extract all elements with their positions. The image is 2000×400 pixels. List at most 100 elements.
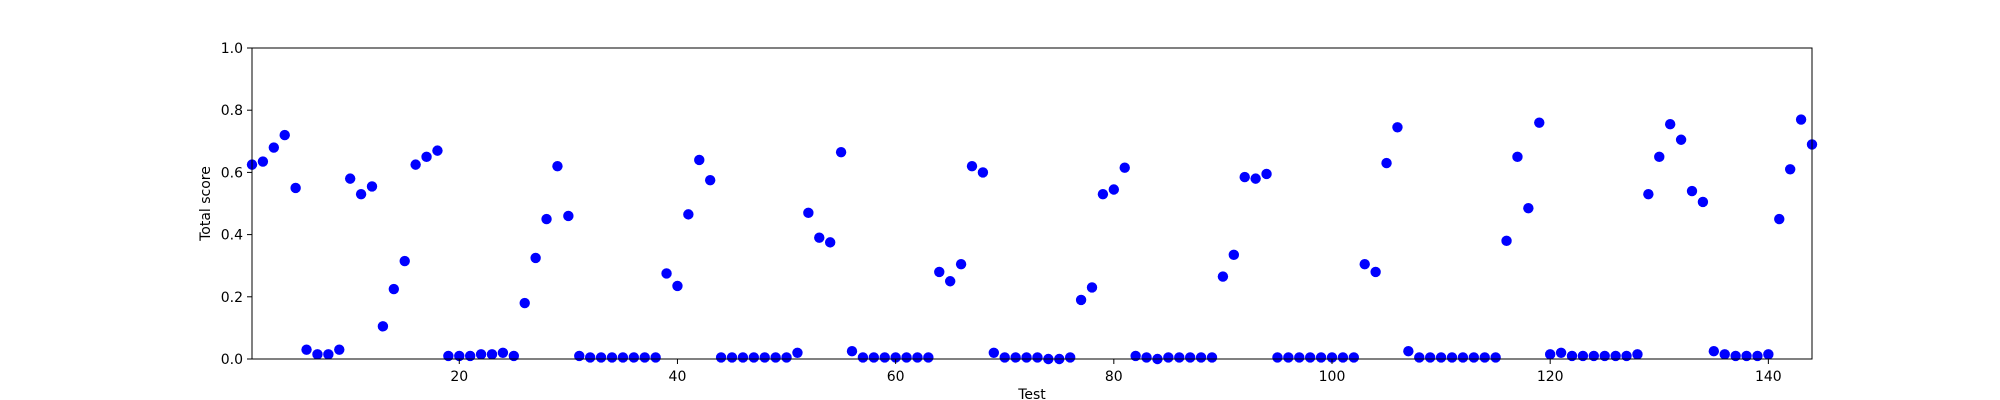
data-point <box>944 276 956 287</box>
data-point <box>1741 350 1752 362</box>
data-point <box>846 346 858 357</box>
y-tick-label: 0.6 <box>221 165 243 181</box>
data-point <box>595 352 607 363</box>
data-point <box>1752 350 1763 362</box>
data-point <box>1784 164 1796 175</box>
data-point <box>1217 271 1229 282</box>
data-point <box>443 350 454 362</box>
data-point <box>912 352 923 363</box>
data-point <box>1075 294 1087 306</box>
data-point <box>1108 184 1120 195</box>
data-point <box>955 258 967 270</box>
data-point <box>1283 352 1294 363</box>
x-axis-label: Test <box>1017 387 1046 400</box>
data-point <box>584 352 596 363</box>
data-point <box>377 321 389 332</box>
data-point <box>290 182 301 194</box>
data-point <box>1588 350 1600 362</box>
data-point <box>803 207 814 219</box>
data-point <box>748 352 760 363</box>
data-point <box>1086 282 1098 293</box>
axes-frame <box>251 47 1813 360</box>
data-point <box>683 209 694 220</box>
x-tick-label: 80 <box>1105 369 1123 385</box>
data-point <box>704 174 716 186</box>
data-point <box>672 280 683 292</box>
data-point <box>1577 350 1589 362</box>
data-point <box>1730 350 1741 362</box>
data-point <box>508 350 520 362</box>
data-point <box>737 352 749 363</box>
data-point <box>770 352 781 363</box>
data-point <box>530 252 541 264</box>
data-point <box>1064 352 1076 363</box>
data-point <box>1675 134 1687 145</box>
data-point <box>606 352 618 363</box>
data-point <box>1326 352 1338 363</box>
data-point <box>1119 162 1130 173</box>
y-axis-ticks: 0.0 0.2 0.4 0.6 0.8 1.0 <box>221 41 252 368</box>
data-point <box>1195 352 1207 363</box>
y-tick-label: 0.0 <box>221 352 243 368</box>
data-point <box>552 160 563 172</box>
y-tick-label: 0.4 <box>221 228 243 244</box>
data-point <box>988 347 1000 358</box>
data-point <box>1435 352 1447 363</box>
data-point <box>715 352 727 363</box>
data-point <box>694 154 705 166</box>
data-point <box>835 146 847 158</box>
data-point <box>628 352 640 363</box>
data-point <box>1664 118 1676 130</box>
data-point <box>519 297 530 309</box>
data-point <box>1457 352 1469 363</box>
x-tick-label: 140 <box>1755 369 1782 385</box>
data-point <box>323 349 334 360</box>
data-point <box>1174 352 1185 363</box>
data-point <box>1239 171 1250 183</box>
data-point <box>1403 346 1414 357</box>
data-point <box>868 352 880 363</box>
data-point <box>1632 349 1643 360</box>
data-point <box>355 188 367 200</box>
data-point <box>486 349 498 360</box>
data-point <box>1414 352 1425 363</box>
data-point <box>726 352 738 363</box>
data-point <box>1261 168 1272 180</box>
data-point <box>1381 157 1392 169</box>
data-point <box>1272 352 1283 363</box>
data-point <box>1795 114 1807 125</box>
data-point <box>399 255 410 267</box>
data-point <box>1130 350 1141 362</box>
data-point <box>541 213 552 225</box>
data-point <box>334 344 345 355</box>
data-point <box>1501 235 1512 247</box>
data-point <box>1010 352 1021 363</box>
data-point <box>1566 350 1578 362</box>
data-point <box>574 350 585 362</box>
data-point <box>563 210 574 222</box>
data-point <box>1424 352 1436 363</box>
data-point <box>1294 352 1305 363</box>
y-tick-label: 0.8 <box>221 103 243 119</box>
data-point <box>1304 352 1316 363</box>
data-point <box>1621 350 1632 362</box>
data-point <box>824 237 836 248</box>
data-point <box>1643 188 1654 200</box>
data-point <box>617 352 629 363</box>
data-point <box>1315 352 1327 363</box>
data-point <box>1523 202 1534 214</box>
data-point <box>1163 352 1174 363</box>
data-point <box>344 173 356 184</box>
data-point <box>279 129 290 141</box>
x-tick-label: 60 <box>887 369 905 385</box>
data-point <box>257 156 269 167</box>
data-point <box>1544 349 1556 360</box>
data-point <box>814 232 825 243</box>
y-axis-label: Total score <box>198 166 214 242</box>
data-point <box>1392 122 1403 133</box>
y-tick-label: 1.0 <box>221 41 243 57</box>
data-point <box>650 352 661 363</box>
data-point <box>268 142 280 153</box>
